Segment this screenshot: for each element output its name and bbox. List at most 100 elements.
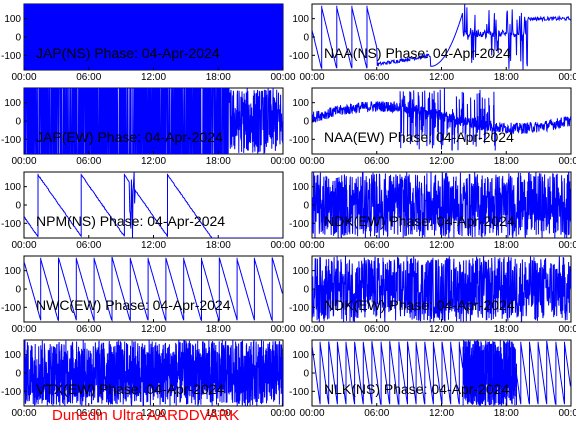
series-line (312, 4, 571, 70)
y-tick-label: 100 (4, 182, 21, 193)
series-line (312, 256, 571, 322)
chart-title: NLK(NS) Phase: 04-Apr-2024 (324, 381, 509, 397)
chart-title: NDK(EW) Phase: 04-Apr-2024 (324, 213, 515, 229)
y-tick-label: 0 (15, 117, 21, 128)
series-line (24, 340, 283, 406)
y-tick-label: 0 (303, 369, 309, 380)
chart-title: NWC(EW) Phase: 04-Apr-2024 (36, 297, 231, 313)
x-tick-label: 12:00 (141, 240, 166, 251)
x-tick-label: 00:00 (270, 156, 295, 167)
series-line (312, 88, 571, 151)
x-tick-label: 00:00 (299, 408, 324, 419)
x-tick-label: 00:00 (270, 240, 295, 251)
y-tick-label: -100 (1, 303, 21, 314)
x-tick-label: 00:00 (299, 324, 324, 335)
y-tick-label: -100 (1, 135, 21, 146)
chart-title: NAA(EW) Phase: 04-Apr-2024 (324, 129, 514, 145)
chart-title: JAP(NS) Phase: 04-Apr-2024 (36, 45, 220, 61)
x-tick-label: 12:00 (429, 72, 454, 83)
x-tick-label: 00:00 (11, 324, 36, 335)
x-tick-label: 00:00 (558, 72, 576, 83)
chart-title: NDK(EW) Phase: 04-Apr-2024 (324, 297, 515, 313)
x-tick-label: 00:00 (558, 240, 576, 251)
x-tick-label: 00:00 (270, 324, 295, 335)
series-line (24, 256, 283, 322)
y-tick-label: -100 (1, 51, 21, 62)
x-tick-label: 18:00 (494, 72, 519, 83)
y-tick-label: 100 (292, 182, 309, 193)
x-tick-label: 18:00 (494, 156, 519, 167)
chart-title: NAA(NS) Phase: 04-Apr-2024 (324, 45, 511, 61)
y-tick-label: 100 (292, 350, 309, 361)
y-tick-label: 100 (4, 14, 21, 25)
x-tick-label: 18:00 (494, 408, 519, 419)
x-tick-label: 12:00 (141, 156, 166, 167)
x-tick-label: 12:00 (429, 408, 454, 419)
y-tick-label: 0 (15, 33, 21, 44)
y-tick-label: 0 (303, 117, 309, 128)
series-line (312, 340, 571, 406)
x-tick-label: 12:00 (141, 72, 166, 83)
x-tick-label: 06:00 (364, 72, 389, 83)
chart-title: NPM(NS) Phase: 04-Apr-2024 (36, 213, 225, 229)
y-tick-label: 100 (4, 266, 21, 277)
y-tick-label: -100 (1, 387, 21, 398)
series-line (312, 172, 571, 238)
x-tick-label: 18:00 (206, 408, 231, 419)
x-tick-label: 18:00 (206, 324, 231, 335)
x-tick-label: 00:00 (11, 408, 36, 419)
x-tick-label: 00:00 (558, 408, 576, 419)
x-tick-label: 00:00 (299, 240, 324, 251)
x-tick-label: 12:00 (429, 324, 454, 335)
x-tick-label: 00:00 (558, 324, 576, 335)
x-tick-label: 00:00 (299, 72, 324, 83)
x-tick-label: 00:00 (558, 156, 576, 167)
chart-panel-nlk-ns: 1000-10000:0006:0012:0018:0000:00NLK(NS)… (289, 339, 576, 419)
plot-frame (23, 171, 284, 239)
x-tick-label: 06:00 (76, 408, 101, 419)
y-tick-label: 0 (303, 33, 309, 44)
y-tick-label: 0 (15, 201, 21, 212)
y-tick-label: 100 (292, 266, 309, 277)
y-tick-label: 0 (303, 201, 309, 212)
chart-title: VTX(EW) Phase: 04-Apr-2024 (36, 381, 225, 397)
x-tick-label: 12:00 (141, 408, 166, 419)
y-tick-label: -100 (289, 135, 309, 146)
x-tick-label: 12:00 (141, 324, 166, 335)
series-fill (24, 4, 283, 70)
y-tick-label: 100 (4, 350, 21, 361)
x-tick-label: 12:00 (429, 156, 454, 167)
y-tick-label: 100 (4, 98, 21, 109)
x-tick-label: 06:00 (364, 408, 389, 419)
y-tick-label: -100 (1, 219, 21, 230)
x-tick-label: 18:00 (206, 72, 231, 83)
station-footer: Dunedin Ultra AARDDVARK (52, 407, 239, 424)
series-line (24, 172, 283, 238)
x-tick-label: 06:00 (76, 72, 101, 83)
x-tick-label: 00:00 (270, 408, 295, 419)
x-tick-label: 00:00 (270, 72, 295, 83)
x-tick-label: 18:00 (494, 240, 519, 251)
y-tick-label: 0 (15, 369, 21, 380)
chart-panel-naa-ns: 1000-10000:0006:0012:0018:0000:00NAA(NS)… (289, 3, 576, 83)
y-tick-label: -100 (289, 51, 309, 62)
x-tick-label: 06:00 (364, 240, 389, 251)
x-tick-label: 18:00 (206, 240, 231, 251)
chart-panel-ndk-ew-2: 1000-10000:0006:0012:0018:0000:00NDK(EW)… (289, 255, 576, 335)
y-tick-label: 0 (303, 285, 309, 296)
y-tick-label: 100 (292, 98, 309, 109)
x-tick-label: 00:00 (11, 156, 36, 167)
x-tick-label: 00:00 (11, 240, 36, 251)
chart-panel-naa-ew: 1000-10000:0006:0012:0018:0000:00NAA(EW)… (289, 87, 576, 167)
x-tick-label: 18:00 (494, 324, 519, 335)
series-line (24, 88, 283, 154)
y-tick-label: -100 (289, 303, 309, 314)
x-tick-label: 00:00 (11, 72, 36, 83)
chart-panel-ndk-ew-1: 1000-10000:0006:0012:0018:0000:00NDK(EW)… (289, 171, 576, 251)
y-tick-label: 0 (15, 285, 21, 296)
x-tick-label: 00:00 (299, 156, 324, 167)
chart-title: JAP(EW) Phase: 04-Apr-2024 (36, 129, 223, 145)
